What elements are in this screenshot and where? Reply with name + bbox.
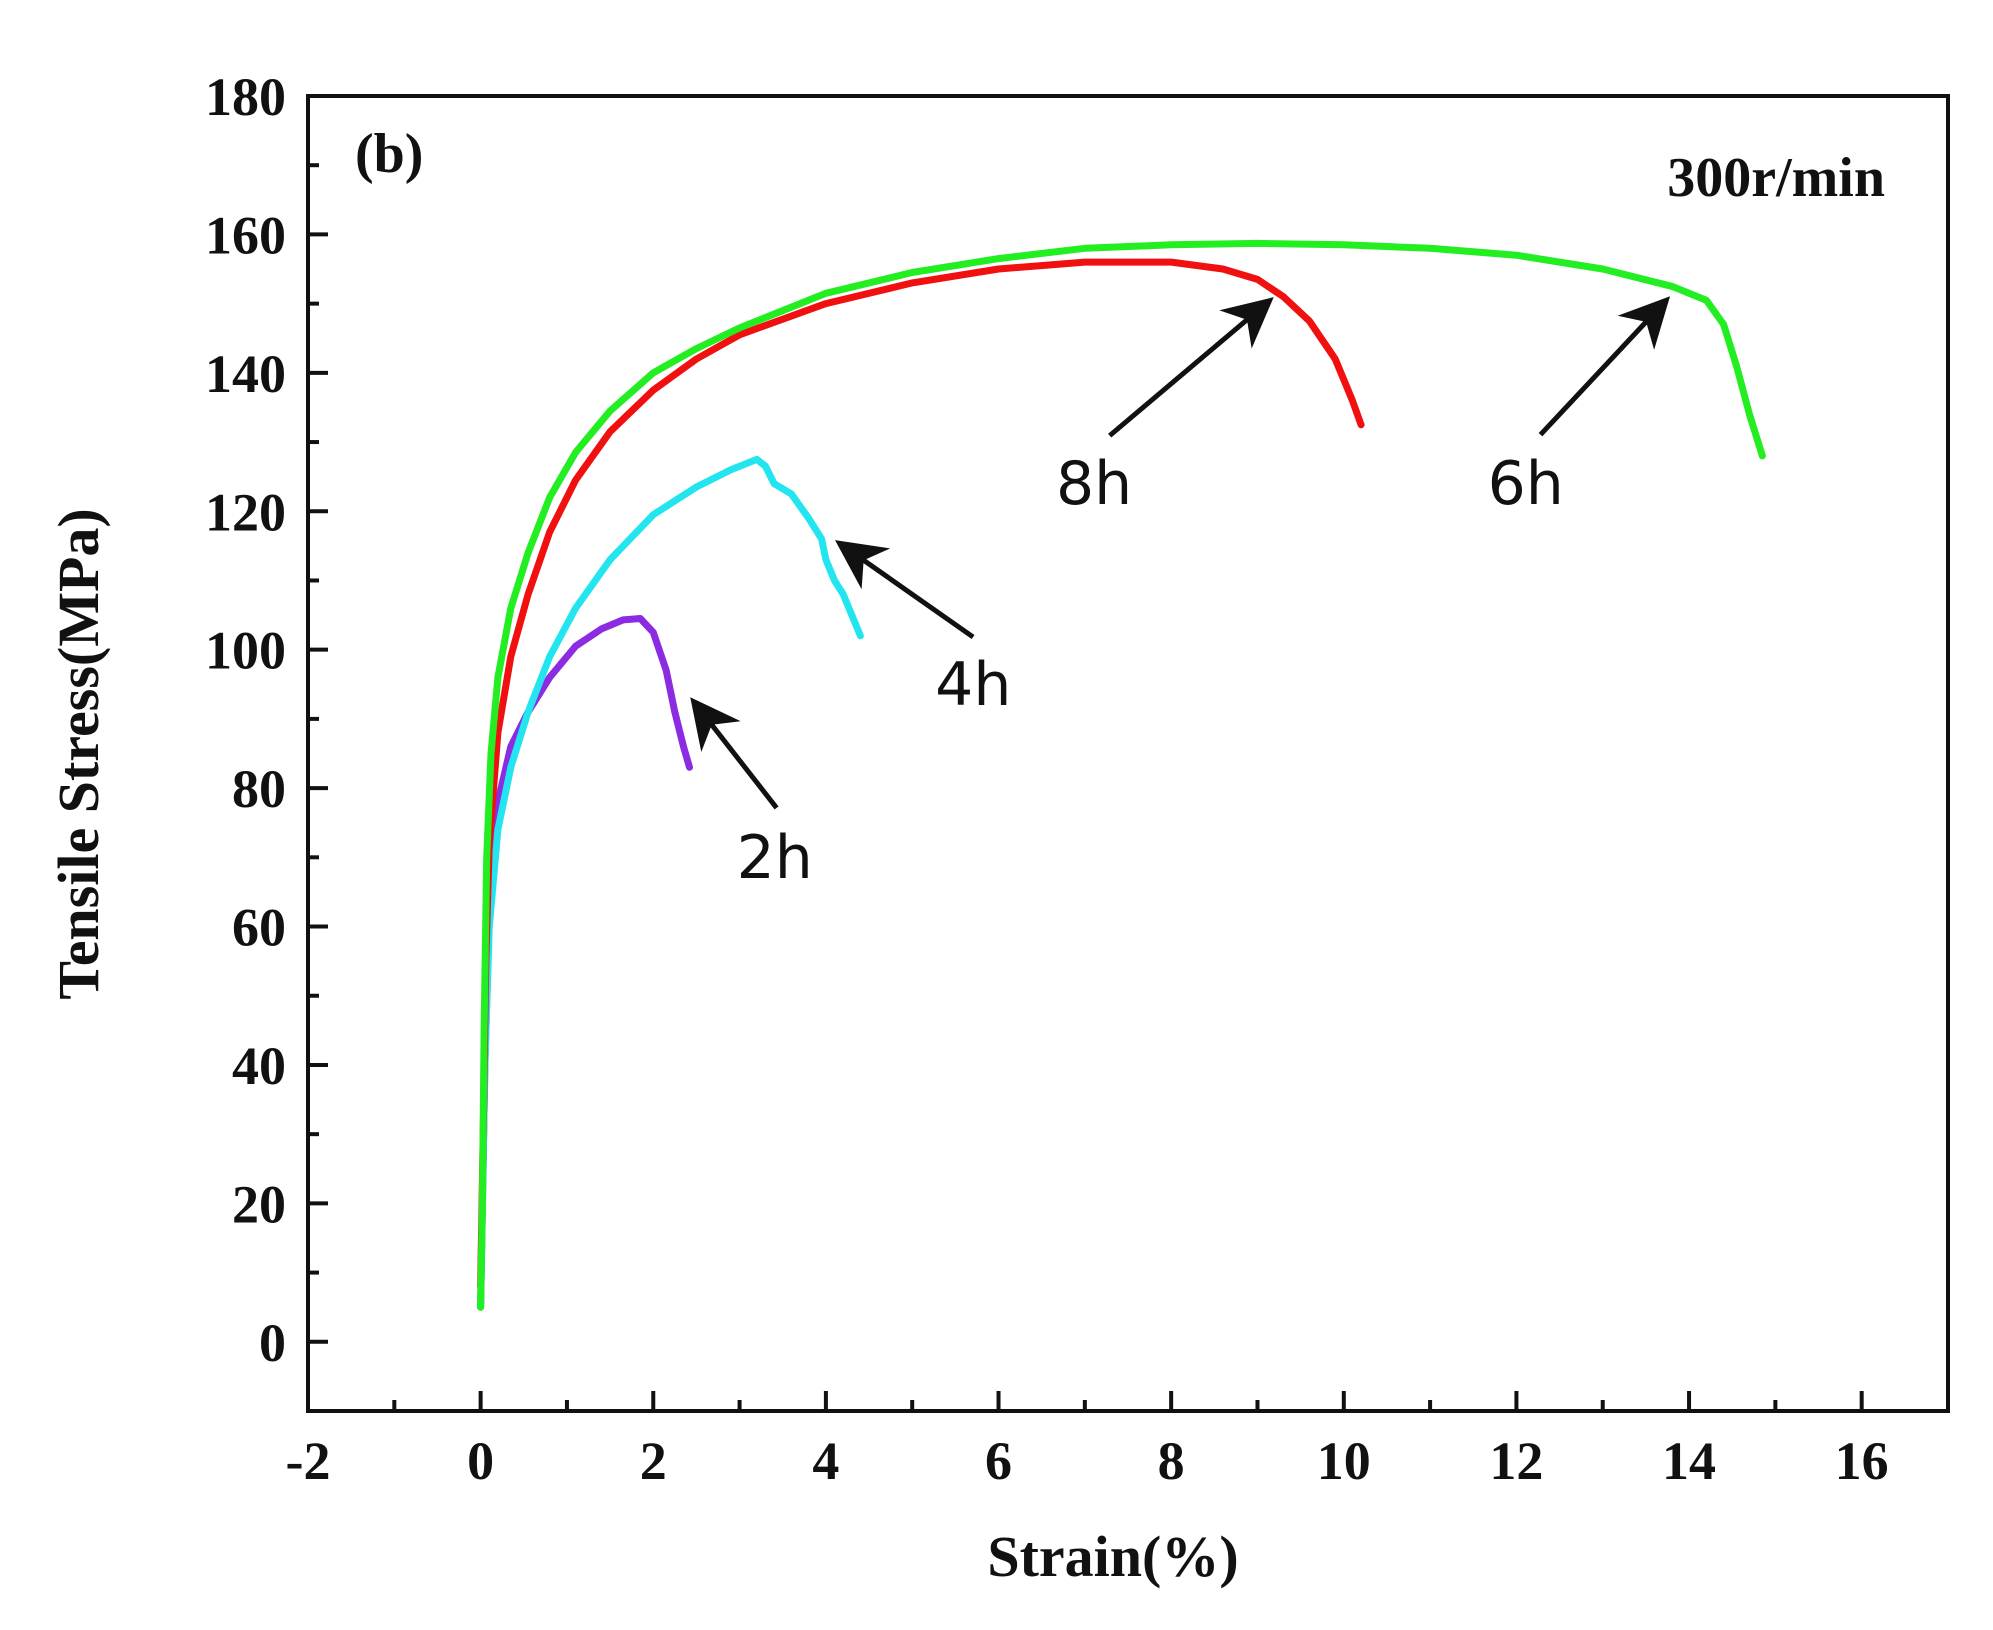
y-axis-title: Tensile Stress(MPa)	[46, 508, 111, 999]
plot-frame	[306, 94, 1950, 1413]
annotation-label-6h: 6h	[1488, 449, 1564, 519]
x-tick-label-9: 16	[1835, 1431, 1889, 1491]
x-tick-label-0: -2	[286, 1431, 331, 1491]
x-tick-label-4: 6	[985, 1431, 1012, 1491]
x-tick-label-3: 4	[812, 1431, 839, 1491]
annotation-arrow-2h	[690, 697, 779, 810]
y-tick-label-0: 0	[259, 1313, 286, 1373]
x-axis-title: Strain(%)	[987, 1524, 1238, 1589]
annotation-layer: 2h 4h 8h 6h	[690, 296, 1671, 893]
y-tick-label-6: 120	[205, 482, 286, 542]
x-tick-label-2: 2	[640, 1431, 667, 1491]
series-line-6h	[477, 239, 1766, 1311]
x-tick-label-1: 0	[467, 1431, 494, 1491]
y-tick-label-9: 180	[205, 67, 286, 127]
annotation-arrow-6h	[1538, 296, 1671, 437]
x-tick-label-6: 10	[1317, 1431, 1371, 1491]
series-line-2h	[477, 615, 693, 1311]
y-tick-label-4: 80	[232, 759, 286, 819]
x-tick-label-8: 14	[1662, 1431, 1716, 1491]
series-layer	[477, 239, 1766, 1311]
series-line-4h	[477, 455, 864, 1311]
x-tick-label-7: 12	[1489, 1431, 1543, 1491]
y-tick-label-7: 140	[205, 344, 286, 404]
condition-label: 300r/min	[1667, 147, 1885, 209]
series-line-8h	[477, 258, 1365, 1290]
y-tick-label-5: 100	[205, 621, 286, 681]
y-tick-label-3: 60	[232, 898, 286, 958]
annotation-label-2h: 2h	[737, 823, 813, 893]
annotation-label-8h: 8h	[1056, 449, 1132, 519]
y-tick-label-2: 40	[232, 1036, 286, 1096]
annotation-arrow-8h	[1108, 297, 1274, 438]
annotation-label-4h: 4h	[935, 650, 1011, 720]
annotation-arrow-4h	[835, 540, 975, 640]
panel-label: (b)	[355, 123, 423, 185]
y-tick-label-1: 20	[232, 1174, 286, 1234]
x-tick-label-5: 8	[1158, 1431, 1185, 1491]
y-tick-label-8: 160	[205, 205, 286, 265]
